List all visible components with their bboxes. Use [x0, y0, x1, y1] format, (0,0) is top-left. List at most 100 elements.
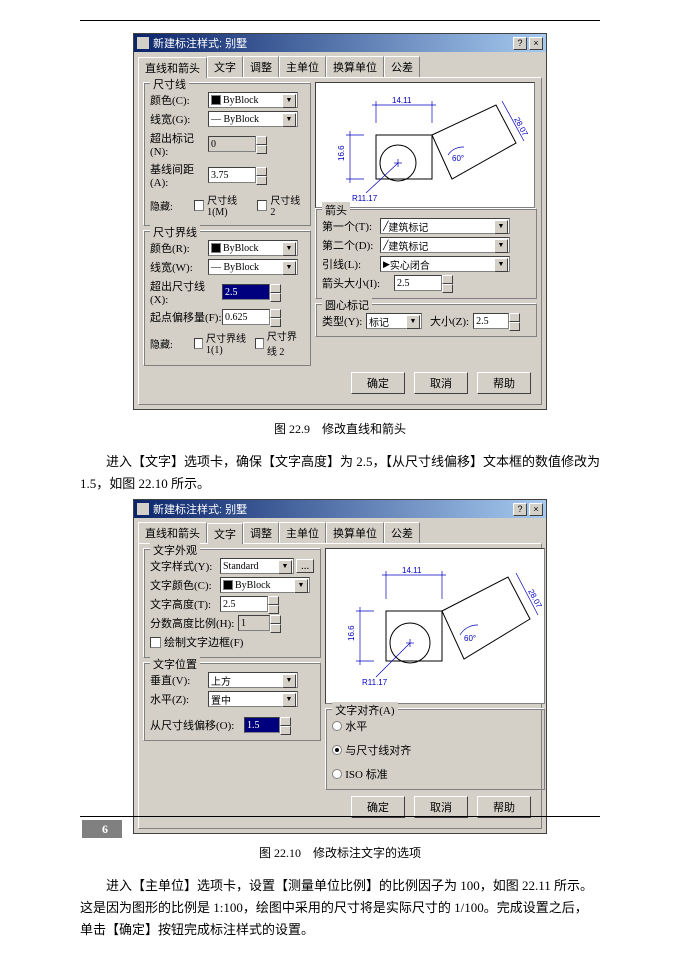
dialog-dimstyle-text: 新建标注样式: 别墅 ? × 直线和箭头 文字 调整 主单位 换算单位 公差 文…: [133, 499, 547, 834]
help-button[interactable]: ?: [513, 37, 527, 50]
figure-caption-2: 图 22.10 修改标注文字的选项: [80, 844, 600, 861]
close-button[interactable]: ×: [529, 37, 543, 50]
group-text-place: 文字位置 垂直(V):上方 水平(Z):置中 从尺寸线偏移(O):1.5: [143, 662, 321, 741]
svg-text:16.6: 16.6: [347, 625, 356, 641]
spin[interactable]: [509, 313, 520, 329]
spin[interactable]: [256, 136, 267, 152]
tab-primary[interactable]: 主单位: [279, 522, 326, 543]
dimline-base-input[interactable]: 3.75: [208, 167, 256, 183]
horiz-select[interactable]: 置中: [208, 691, 298, 707]
tab-lines-arrows[interactable]: 直线和箭头: [138, 57, 207, 78]
text-style-select[interactable]: Standard: [220, 558, 294, 574]
tab-text[interactable]: 文字: [207, 56, 243, 77]
text-height-input[interactable]: 2.5: [220, 596, 268, 612]
bottom-rule: [80, 816, 600, 817]
text-color-select[interactable]: ByBlock: [220, 577, 310, 593]
close-button[interactable]: ×: [529, 503, 543, 516]
group-arrows: 箭头 第一个(T):╱ 建筑标记 第二个(D):╱ 建筑标记 引线(L):▶ 实…: [315, 208, 537, 299]
tab-tol[interactable]: 公差: [384, 56, 420, 77]
svg-text:60°: 60°: [452, 154, 464, 163]
svg-text:16.6: 16.6: [337, 145, 346, 161]
app-icon: [137, 503, 149, 515]
radio-horiz[interactable]: [332, 721, 342, 731]
svg-text:28.07: 28.07: [526, 588, 544, 610]
spin[interactable]: [270, 615, 281, 631]
help-button[interactable]: 帮助: [477, 796, 531, 818]
tab-tol[interactable]: 公差: [384, 522, 420, 543]
spin[interactable]: [256, 167, 267, 183]
button-row: 确定 取消 帮助: [143, 370, 537, 400]
dimline-color-select[interactable]: ByBlock: [208, 92, 298, 108]
tab-fit[interactable]: 调整: [243, 56, 279, 77]
spin[interactable]: [442, 275, 453, 291]
tab-primary[interactable]: 主单位: [279, 56, 326, 77]
cb-hide-dim1[interactable]: [194, 200, 204, 211]
group-text-align: 文字对齐(A) 水平 与尺寸线对齐 ISO 标准: [325, 708, 545, 790]
svg-text:60°: 60°: [464, 634, 476, 643]
page-number: 6: [82, 820, 122, 838]
dialog-dimstyle-lines: 新建标注样式: 别墅 ? × 直线和箭头 文字 调整 主单位 换算单位 公差 尺…: [133, 33, 547, 410]
titlebar: 新建标注样式: 别墅 ? ×: [134, 34, 546, 52]
spin[interactable]: [270, 284, 281, 300]
page-number-wrap: 6: [82, 822, 122, 837]
help-button[interactable]: 帮助: [477, 372, 531, 394]
spin[interactable]: [270, 309, 281, 325]
cb-hide-dim2[interactable]: [257, 200, 267, 211]
dialog-title: 新建标注样式: 别墅: [153, 501, 247, 517]
extline-lw-select[interactable]: — ByBlock: [208, 259, 298, 275]
extline-origin-input[interactable]: 0.625: [222, 309, 270, 325]
tab-text[interactable]: 文字: [207, 523, 243, 544]
arrow-size-input[interactable]: 2.5: [394, 275, 442, 291]
help-button[interactable]: ?: [513, 503, 527, 516]
vert-select[interactable]: 上方: [208, 672, 298, 688]
group-extline: 尺寸界线 颜色(R):ByBlock 线宽(W):— ByBlock 超出尺寸线…: [143, 230, 311, 366]
ok-button[interactable]: 确定: [351, 372, 405, 394]
titlebar: 新建标注样式: 别墅 ? ×: [134, 500, 546, 518]
extline-color-select[interactable]: ByBlock: [208, 240, 298, 256]
leader-select[interactable]: ▶ 实心闭合: [380, 256, 510, 272]
spin[interactable]: [268, 596, 279, 612]
app-icon: [137, 37, 149, 49]
preview-pane: 14.11 16.6 28.07 60° R11.17: [325, 548, 545, 704]
tab-row: 直线和箭头 文字 调整 主单位 换算单位 公差: [138, 522, 542, 543]
dialog-title: 新建标注样式: 别墅: [153, 35, 247, 51]
radio-align-dim[interactable]: [332, 745, 342, 755]
tab-alt[interactable]: 换算单位: [326, 522, 384, 543]
tab-lines-arrows[interactable]: 直线和箭头: [138, 522, 207, 543]
arrow1-select[interactable]: ╱ 建筑标记: [380, 218, 510, 234]
button-row: 确定 取消 帮助: [143, 794, 537, 824]
svg-text:14.11: 14.11: [402, 566, 422, 575]
arrow2-select[interactable]: ╱ 建筑标记: [380, 237, 510, 253]
frac-scale-input: 1: [238, 615, 270, 631]
extline-beyond-input[interactable]: 2.5: [222, 284, 270, 300]
dimline-ext-input: 0: [208, 136, 256, 152]
text-style-btn[interactable]: ...: [296, 559, 314, 573]
text-offset-input[interactable]: 1.5: [244, 717, 280, 733]
svg-text:28.07: 28.07: [512, 116, 530, 138]
radio-iso[interactable]: [332, 769, 342, 779]
group-center: 圆心标记 类型(Y):标记 大小(Z):2.5: [315, 303, 537, 337]
paragraph-2: 进入【主单位】选项卡，设置【测量单位比例】的比例因子为 100，如图 22.11…: [80, 875, 600, 941]
svg-text:R11.17: R11.17: [352, 194, 378, 203]
cancel-button[interactable]: 取消: [414, 796, 468, 818]
tab-fit[interactable]: 调整: [243, 522, 279, 543]
group-text-appear: 文字外观 文字样式(Y):Standard... 文字颜色(C):ByBlock…: [143, 548, 321, 658]
group-dimline: 尺寸线 颜色(C):ByBlock 线宽(G):— ByBlock 超出标记(N…: [143, 82, 311, 226]
svg-text:R11.17: R11.17: [362, 678, 388, 687]
preview-pane: 14.11 16.6 28.07 60° R11.17: [315, 82, 535, 208]
ok-button[interactable]: 确定: [351, 796, 405, 818]
center-type-select[interactable]: 标记: [366, 313, 422, 329]
figure-caption-1: 图 22.9 修改直线和箭头: [80, 420, 600, 437]
paragraph-1: 进入【文字】选项卡，确保【文字高度】为 2.5，【从尺寸线偏移】文本框的数值修改…: [80, 451, 600, 495]
center-size-input[interactable]: 2.5: [473, 313, 509, 329]
cb-text-frame[interactable]: [150, 637, 161, 648]
cb-hide-ext1[interactable]: [194, 338, 203, 349]
cb-hide-ext2[interactable]: [255, 338, 264, 349]
spin[interactable]: [280, 717, 291, 733]
top-rule: [80, 20, 600, 21]
cancel-button[interactable]: 取消: [414, 372, 468, 394]
svg-text:14.11: 14.11: [392, 96, 412, 105]
dimline-lw-select[interactable]: — ByBlock: [208, 111, 298, 127]
tab-alt[interactable]: 换算单位: [326, 56, 384, 77]
tab-row: 直线和箭头 文字 调整 主单位 换算单位 公差: [138, 56, 542, 77]
